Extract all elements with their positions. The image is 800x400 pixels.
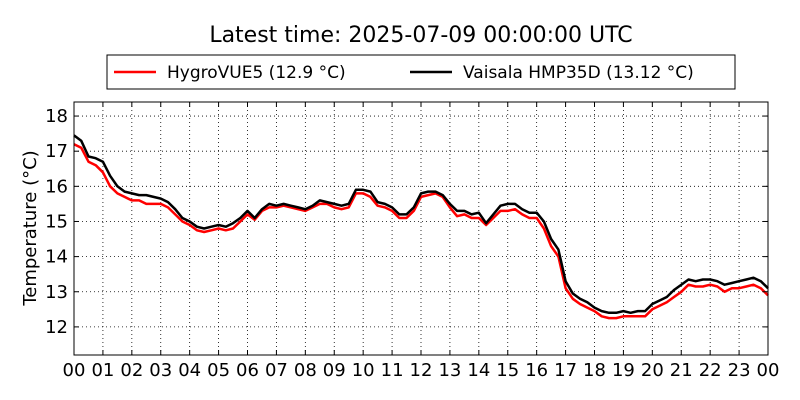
x-tick-label: 10: [352, 360, 375, 381]
grid: [74, 102, 768, 355]
legend-label-hygrovue5: HygroVUE5 (12.9 °C): [167, 63, 346, 83]
x-tick-label: 15: [496, 360, 519, 381]
x-tick-label: 22: [699, 360, 722, 381]
y-tick-label: 14: [45, 247, 68, 268]
x-tick-label: 09: [323, 360, 346, 381]
x-tick-label: 12: [410, 360, 433, 381]
x-tick-label: 23: [728, 360, 751, 381]
y-tick-label: 13: [45, 282, 68, 303]
x-tick-label: 05: [207, 360, 230, 381]
series-layer: [73, 134, 769, 320]
ticks: 00 01 02 03 04 05 06 07 08 09 10 11 12 13 14 15 16 17 18 19…: [45, 102, 779, 381]
x-tick-label: 13: [438, 360, 461, 381]
x-tick-label: 06: [236, 360, 259, 381]
x-tick-label: 19: [612, 360, 635, 381]
x-tick-label: 14: [467, 360, 490, 381]
x-tick-label: 18: [583, 360, 606, 381]
x-tick-label: 16: [525, 360, 548, 381]
x-tick-label: 08: [294, 360, 317, 381]
x-tick-label: 11: [381, 360, 404, 381]
x-tick-label: 17: [554, 360, 577, 381]
x-tick-label: 02: [120, 360, 143, 381]
legend: HygroVUE5 (12.9 °C) Vaisala HMP35D (13.1…: [106, 54, 736, 90]
series-line-hmp35d: [73, 134, 769, 315]
x-tick-label: 20: [641, 360, 664, 381]
y-tick-label: 12: [45, 317, 68, 338]
x-tick-label: 00: [757, 360, 780, 381]
x-tick-label: 01: [91, 360, 114, 381]
series-line-hygrovue5: [73, 143, 769, 320]
y-axis-label: Temperature (°C): [20, 150, 41, 306]
y-tick-label: 16: [45, 176, 68, 197]
plot-frame: [73, 101, 769, 356]
x-tick-label: 21: [670, 360, 693, 381]
y-tick-label: 18: [45, 106, 68, 127]
legend-label-hmp35d: Vaisala HMP35D (13.12 °C): [463, 63, 694, 83]
chart-title: Latest time: 2025-07-09 00:00:00 UTC: [209, 23, 632, 48]
x-tick-label: 04: [178, 360, 201, 381]
y-tick-label: 15: [45, 211, 68, 232]
x-tick-label: 03: [149, 360, 172, 381]
y-tick-label: 17: [45, 141, 68, 162]
x-tick-label: 00: [63, 360, 86, 381]
x-tick-label: 07: [265, 360, 288, 381]
